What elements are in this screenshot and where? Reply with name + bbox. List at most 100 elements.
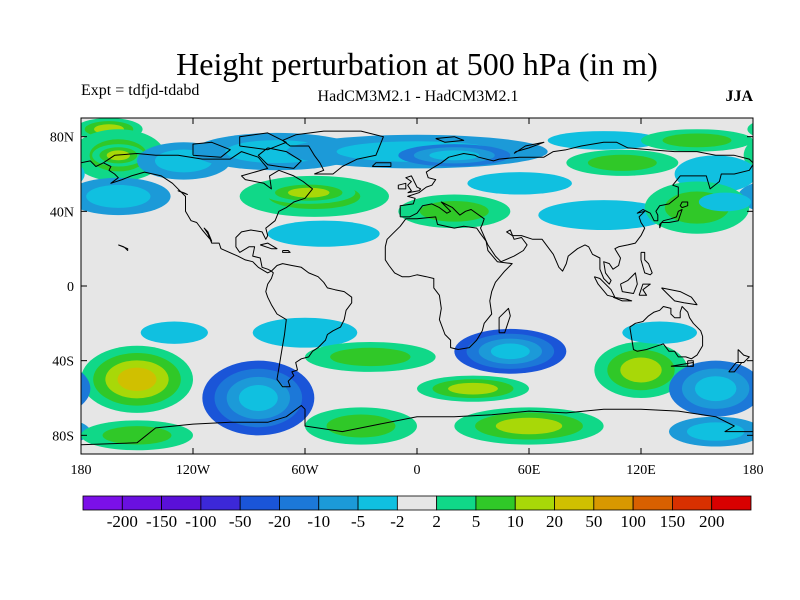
anomaly-band-28-1: [686, 422, 745, 441]
anomaly-band-30-1: [326, 414, 396, 438]
anomaly-band-11-1: [86, 184, 151, 208]
season-label: JJA: [725, 88, 753, 105]
anomaly-band-17-0: [538, 200, 670, 230]
anomaly-band-13-2: [287, 187, 330, 198]
colorbar-box-6: [318, 495, 359, 511]
coastline-20: [638, 283, 651, 296]
coastline-24: [282, 250, 291, 253]
coastline-30: [435, 136, 465, 143]
lat-tick-label-2: 0: [67, 280, 74, 295]
colorbar-box-13: [593, 495, 634, 511]
anomaly-band-9-1: [587, 154, 657, 171]
anomaly-band-25-2: [448, 382, 498, 395]
colorbar-label-5: -10: [307, 512, 330, 531]
colorbar-box-10: [475, 495, 516, 511]
coastline-4: [399, 141, 753, 217]
anomaly-band-10-0: [81, 166, 85, 182]
colorbar-box-9: [436, 495, 477, 511]
axis-ticks: 80N 40N 0 40S 80S 180 120W 60W 0 60E 120E 180: [50, 118, 764, 478]
coastline-10: [679, 201, 689, 209]
coastlines: [81, 130, 753, 446]
coastline-28: [192, 141, 231, 158]
coastline-8: [81, 405, 753, 446]
coastline-21: [737, 349, 750, 363]
anomaly-band-0-0: [747, 123, 753, 136]
coastline-23: [260, 242, 278, 250]
colorbar-label-14: 150: [660, 512, 686, 531]
models-label: HadCM3M2.1 - HadCM3M2.1: [317, 88, 519, 105]
colorbar-label-0: -200: [107, 512, 138, 531]
coastline-26: [177, 190, 188, 195]
anomaly-band-27-2: [694, 376, 737, 402]
colorbar-box-14: [632, 495, 673, 511]
colorbar-box-15: [672, 495, 713, 511]
coastline-29: [239, 132, 287, 151]
coastline-11: [405, 175, 422, 194]
colorbar-box-8: [396, 495, 438, 511]
experiment-label: Expt = tdfjd-tdabd: [81, 82, 200, 99]
coastline-19: [640, 251, 653, 276]
colorbar-box-16: [711, 495, 752, 511]
colorbar-box-3: [200, 495, 241, 511]
colorbar-box-7: [357, 495, 398, 511]
anomaly-band-14-0: [267, 220, 380, 247]
colorbar-label-7: -2: [390, 512, 404, 531]
coastline-1: [265, 263, 353, 388]
lon-tick-label-0: 180: [71, 463, 92, 478]
coastline-9: [659, 209, 683, 229]
anomaly-band-7-0: [547, 131, 660, 150]
lat-tick-label-1: 40N: [50, 205, 74, 220]
anomaly-band-26-2: [620, 357, 662, 383]
anomaly-band-21-3: [238, 385, 278, 411]
anomaly-band-28-0: [81, 422, 91, 441]
lat-tick-label-4: 80S: [52, 429, 74, 444]
anomaly-band-20-3: [117, 367, 157, 392]
colorbar-label-8: 2: [432, 512, 441, 531]
lon-tick-label-5: 120E: [626, 463, 656, 478]
anomaly-band-23-1: [330, 347, 411, 367]
colorbar-label-15: 200: [699, 512, 725, 531]
anomaly-band-29-2: [495, 417, 563, 435]
anomaly-band-31-1: [102, 426, 172, 445]
lon-tick-label-1: 120W: [176, 463, 211, 478]
colorbar-label-10: 10: [507, 512, 524, 531]
coastline-25: [118, 244, 129, 251]
coastline-3: [384, 216, 513, 350]
anomaly-band-16-0: [467, 172, 572, 195]
colorbar-label-4: -20: [268, 512, 291, 531]
colorbar-label-6: -5: [351, 512, 365, 531]
colorbar-label-9: 5: [472, 512, 481, 531]
anomaly-band-32-0: [622, 321, 698, 344]
colorbar-box-1: [121, 495, 162, 511]
anomaly-band-27-0: [81, 371, 91, 406]
coastline-0: [103, 151, 313, 274]
colorbar: -200 -150 -100 -50 -20 -10 -5 -2 2 5 10 20 50 100 150 2…: [82, 495, 752, 531]
coastline-5: [400, 164, 753, 285]
lon-tick-label-2: 60W: [291, 463, 319, 478]
anomaly-band-22-0: [252, 317, 358, 348]
coastline-14: [498, 307, 511, 334]
lon-tick-label-4: 60E: [518, 463, 541, 478]
anomaly-band-24-3: [490, 343, 530, 360]
lat-tick-label-0: 80N: [50, 131, 74, 146]
colorbar-label-11: 20: [546, 512, 563, 531]
coastline-2: [282, 130, 384, 175]
colorbar-label-13: 100: [620, 512, 646, 531]
colorbar-label-2: -100: [185, 512, 216, 531]
colorbar-box-0: [82, 495, 123, 511]
coastline-33: [687, 360, 694, 367]
coastline-12: [397, 182, 407, 190]
lat-tick-label-3: 40S: [52, 355, 74, 370]
coastline-7: [629, 306, 704, 360]
coastline-18: [661, 287, 698, 306]
colorbar-label-3: -50: [229, 512, 252, 531]
colorbar-box-12: [554, 495, 595, 511]
colorbar-label-1: -150: [146, 512, 177, 531]
coastline-16: [612, 296, 633, 302]
colorbar-box-2: [161, 495, 202, 511]
coastline-6: [81, 160, 104, 167]
coastline-27: [257, 147, 302, 169]
colorbar-box-11: [514, 495, 555, 511]
lon-tick-label-3: 0: [414, 463, 421, 478]
